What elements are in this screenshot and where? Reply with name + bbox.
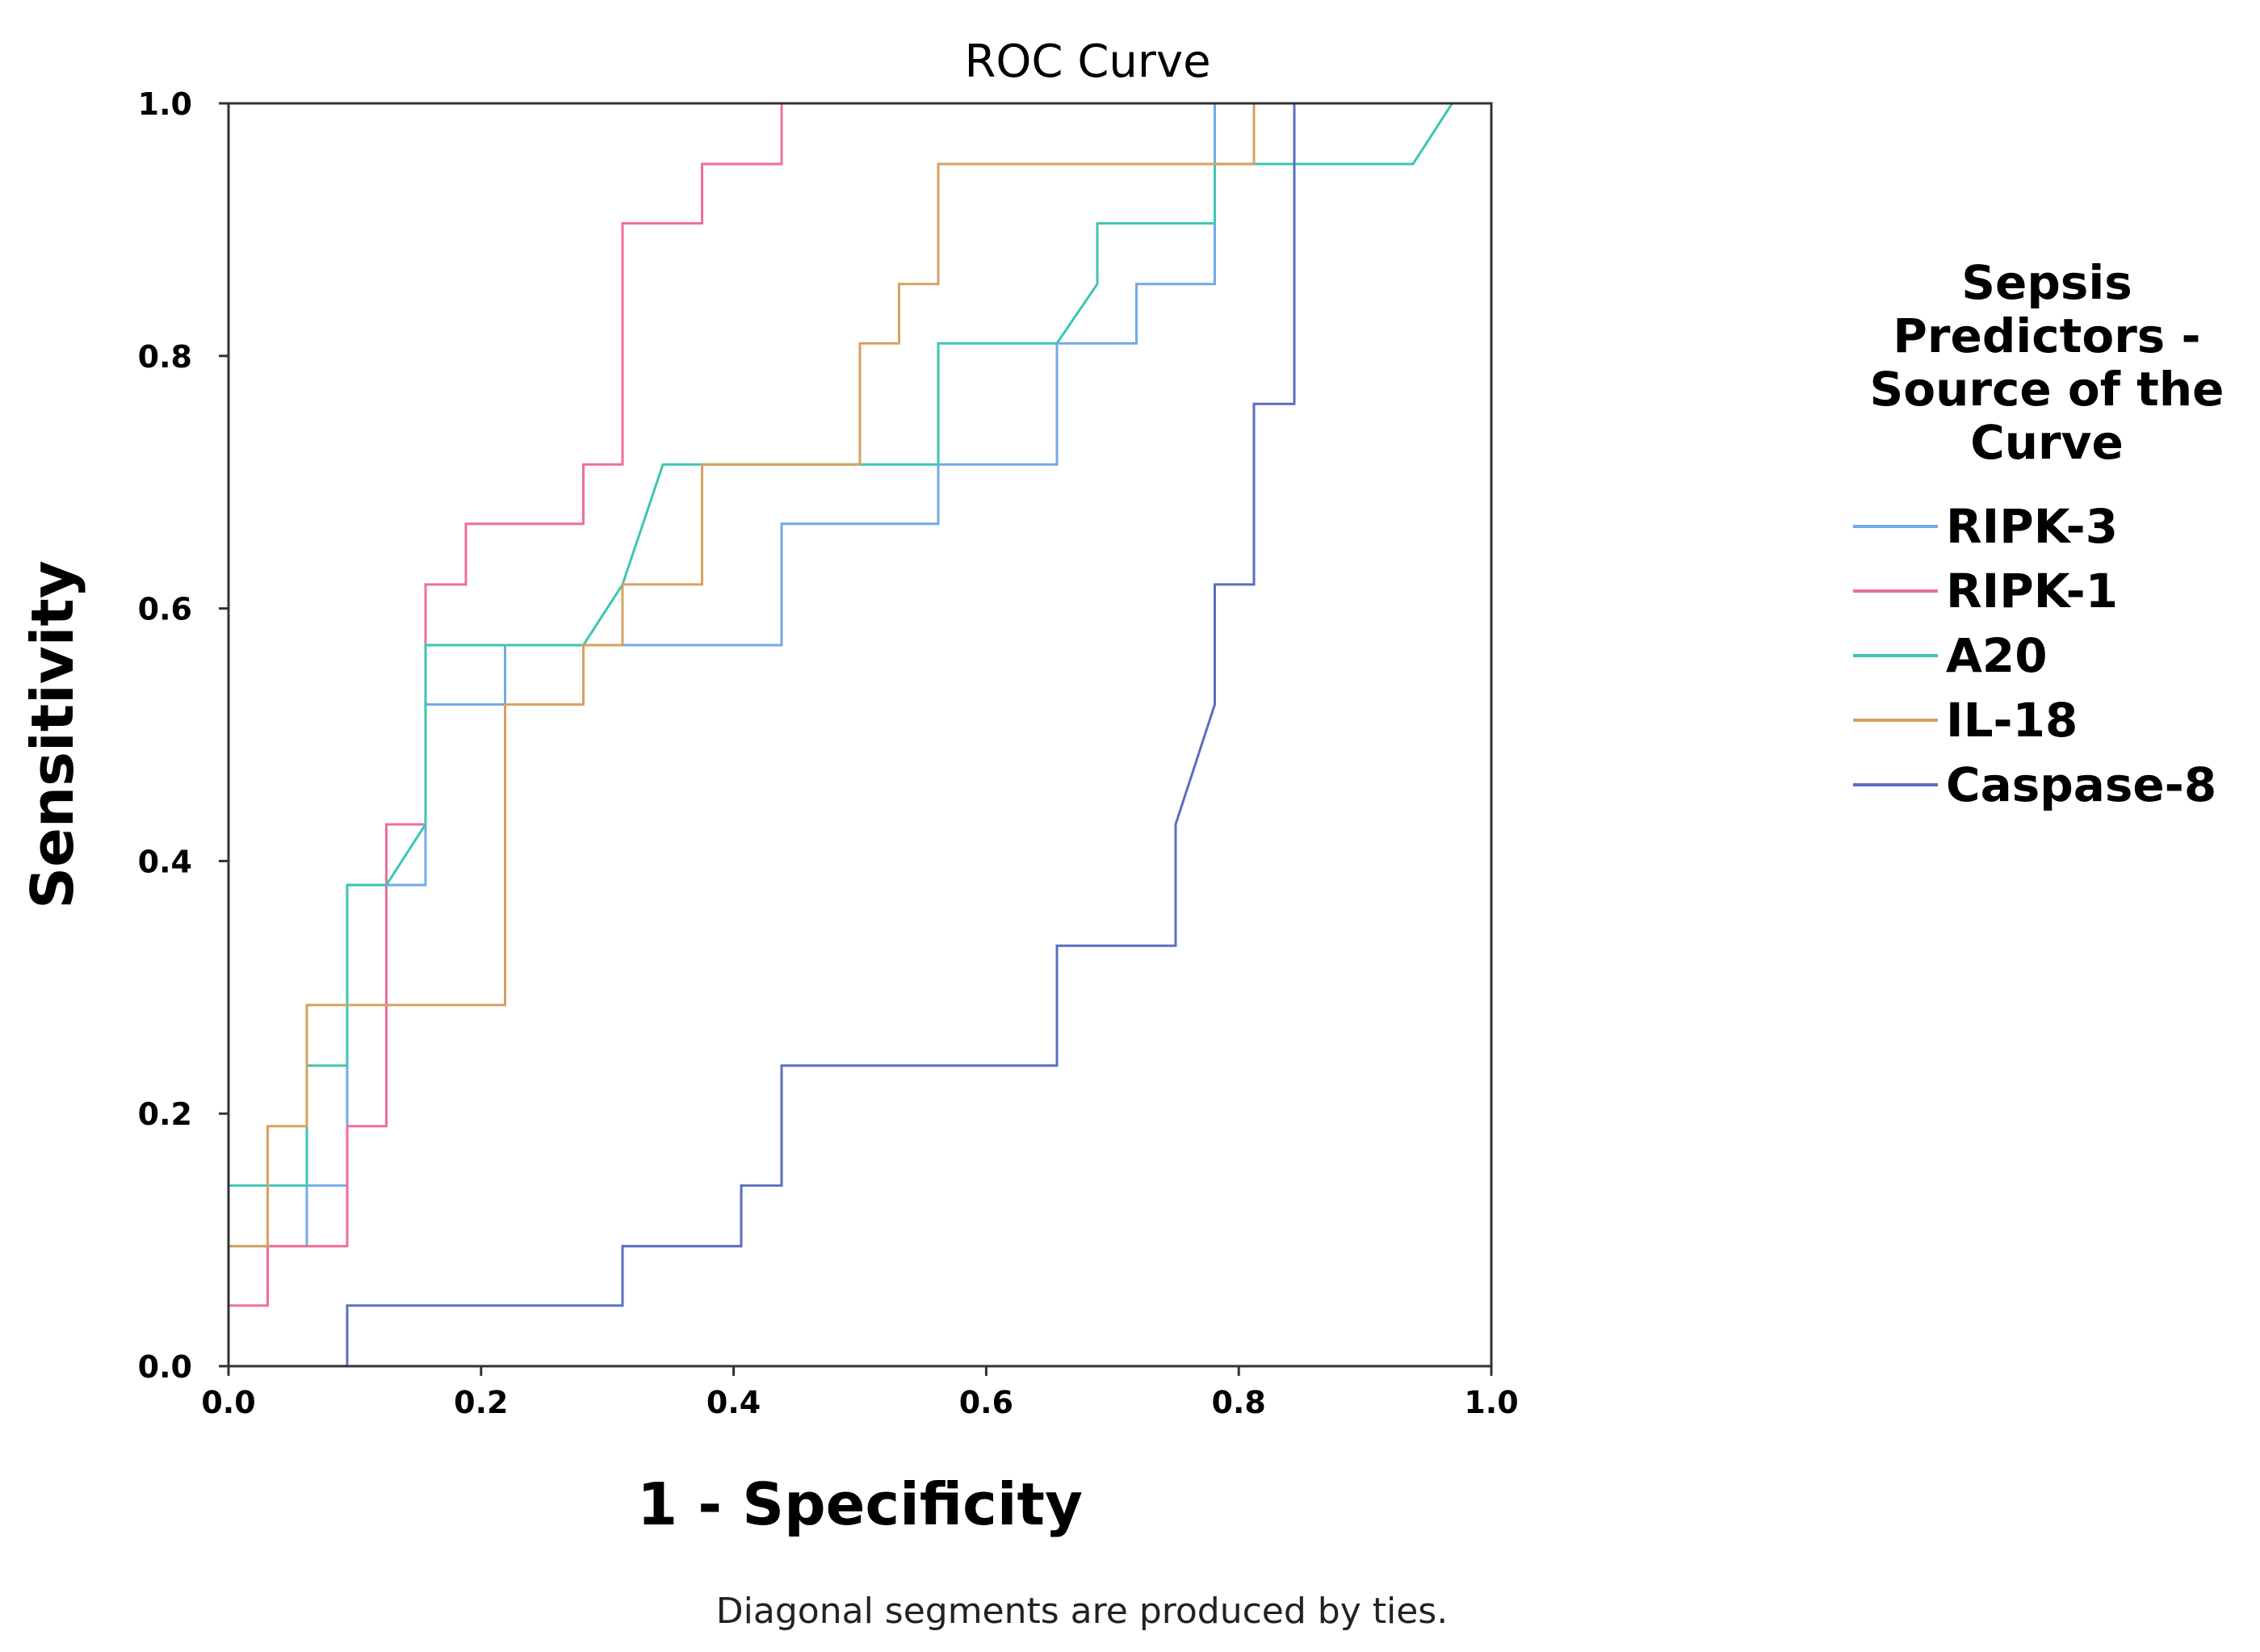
y-axis-label: Sensitivity [19,560,86,909]
y-tick-label: 0.6 [138,592,192,627]
legend-title-line: Source of the [1869,362,2224,417]
legend-label: Caspase-8 [1946,757,2216,812]
y-tick-label: 0.0 [138,1349,192,1385]
x-tick-label: 1.0 [1464,1385,1518,1420]
y-tick-label: 0.4 [138,844,192,879]
y-tick-label: 0.8 [138,339,192,375]
series-line-ripk-1 [227,102,1491,1366]
series-line-a20 [227,102,1491,1366]
x-tick-label: 0.0 [201,1385,255,1420]
legend-title-line: Predictors - [1893,308,2200,363]
x-tick-label: 0.8 [1212,1385,1266,1420]
x-axis-label: 1 - Specificity [637,1470,1083,1538]
plot-area [227,102,1493,1368]
plot-frame [227,102,1493,1368]
series-line-ripk-3 [227,102,1491,1366]
footnote: Diagonal segments are produced by ties. [716,1591,1448,1632]
legend-label: RIPK-1 [1946,564,2118,618]
legend-label: IL-18 [1946,693,2078,748]
series-line-il-18 [227,102,1491,1366]
chart-title: ROC Curve [964,36,1210,88]
x-tick-label: 0.2 [454,1385,508,1420]
series-line-caspase-8 [346,102,1491,1366]
legend-title-line: Curve [1970,415,2124,470]
axis-ticks: 0.0 0.2 0.4 0.6 0.8 1.0 0.0 0.2 0.4 0.6 0.8 1.0 [138,86,1519,1420]
legend-label: RIPK-3 [1946,499,2118,554]
x-tick-label: 0.6 [959,1385,1013,1420]
y-tick-label: 1.0 [138,86,192,122]
legend-label: A20 [1946,628,2048,683]
y-tick-label: 0.2 [138,1096,192,1132]
x-tick-label: 0.4 [707,1385,761,1420]
legend-title-line: Sepsis [1961,255,2132,310]
